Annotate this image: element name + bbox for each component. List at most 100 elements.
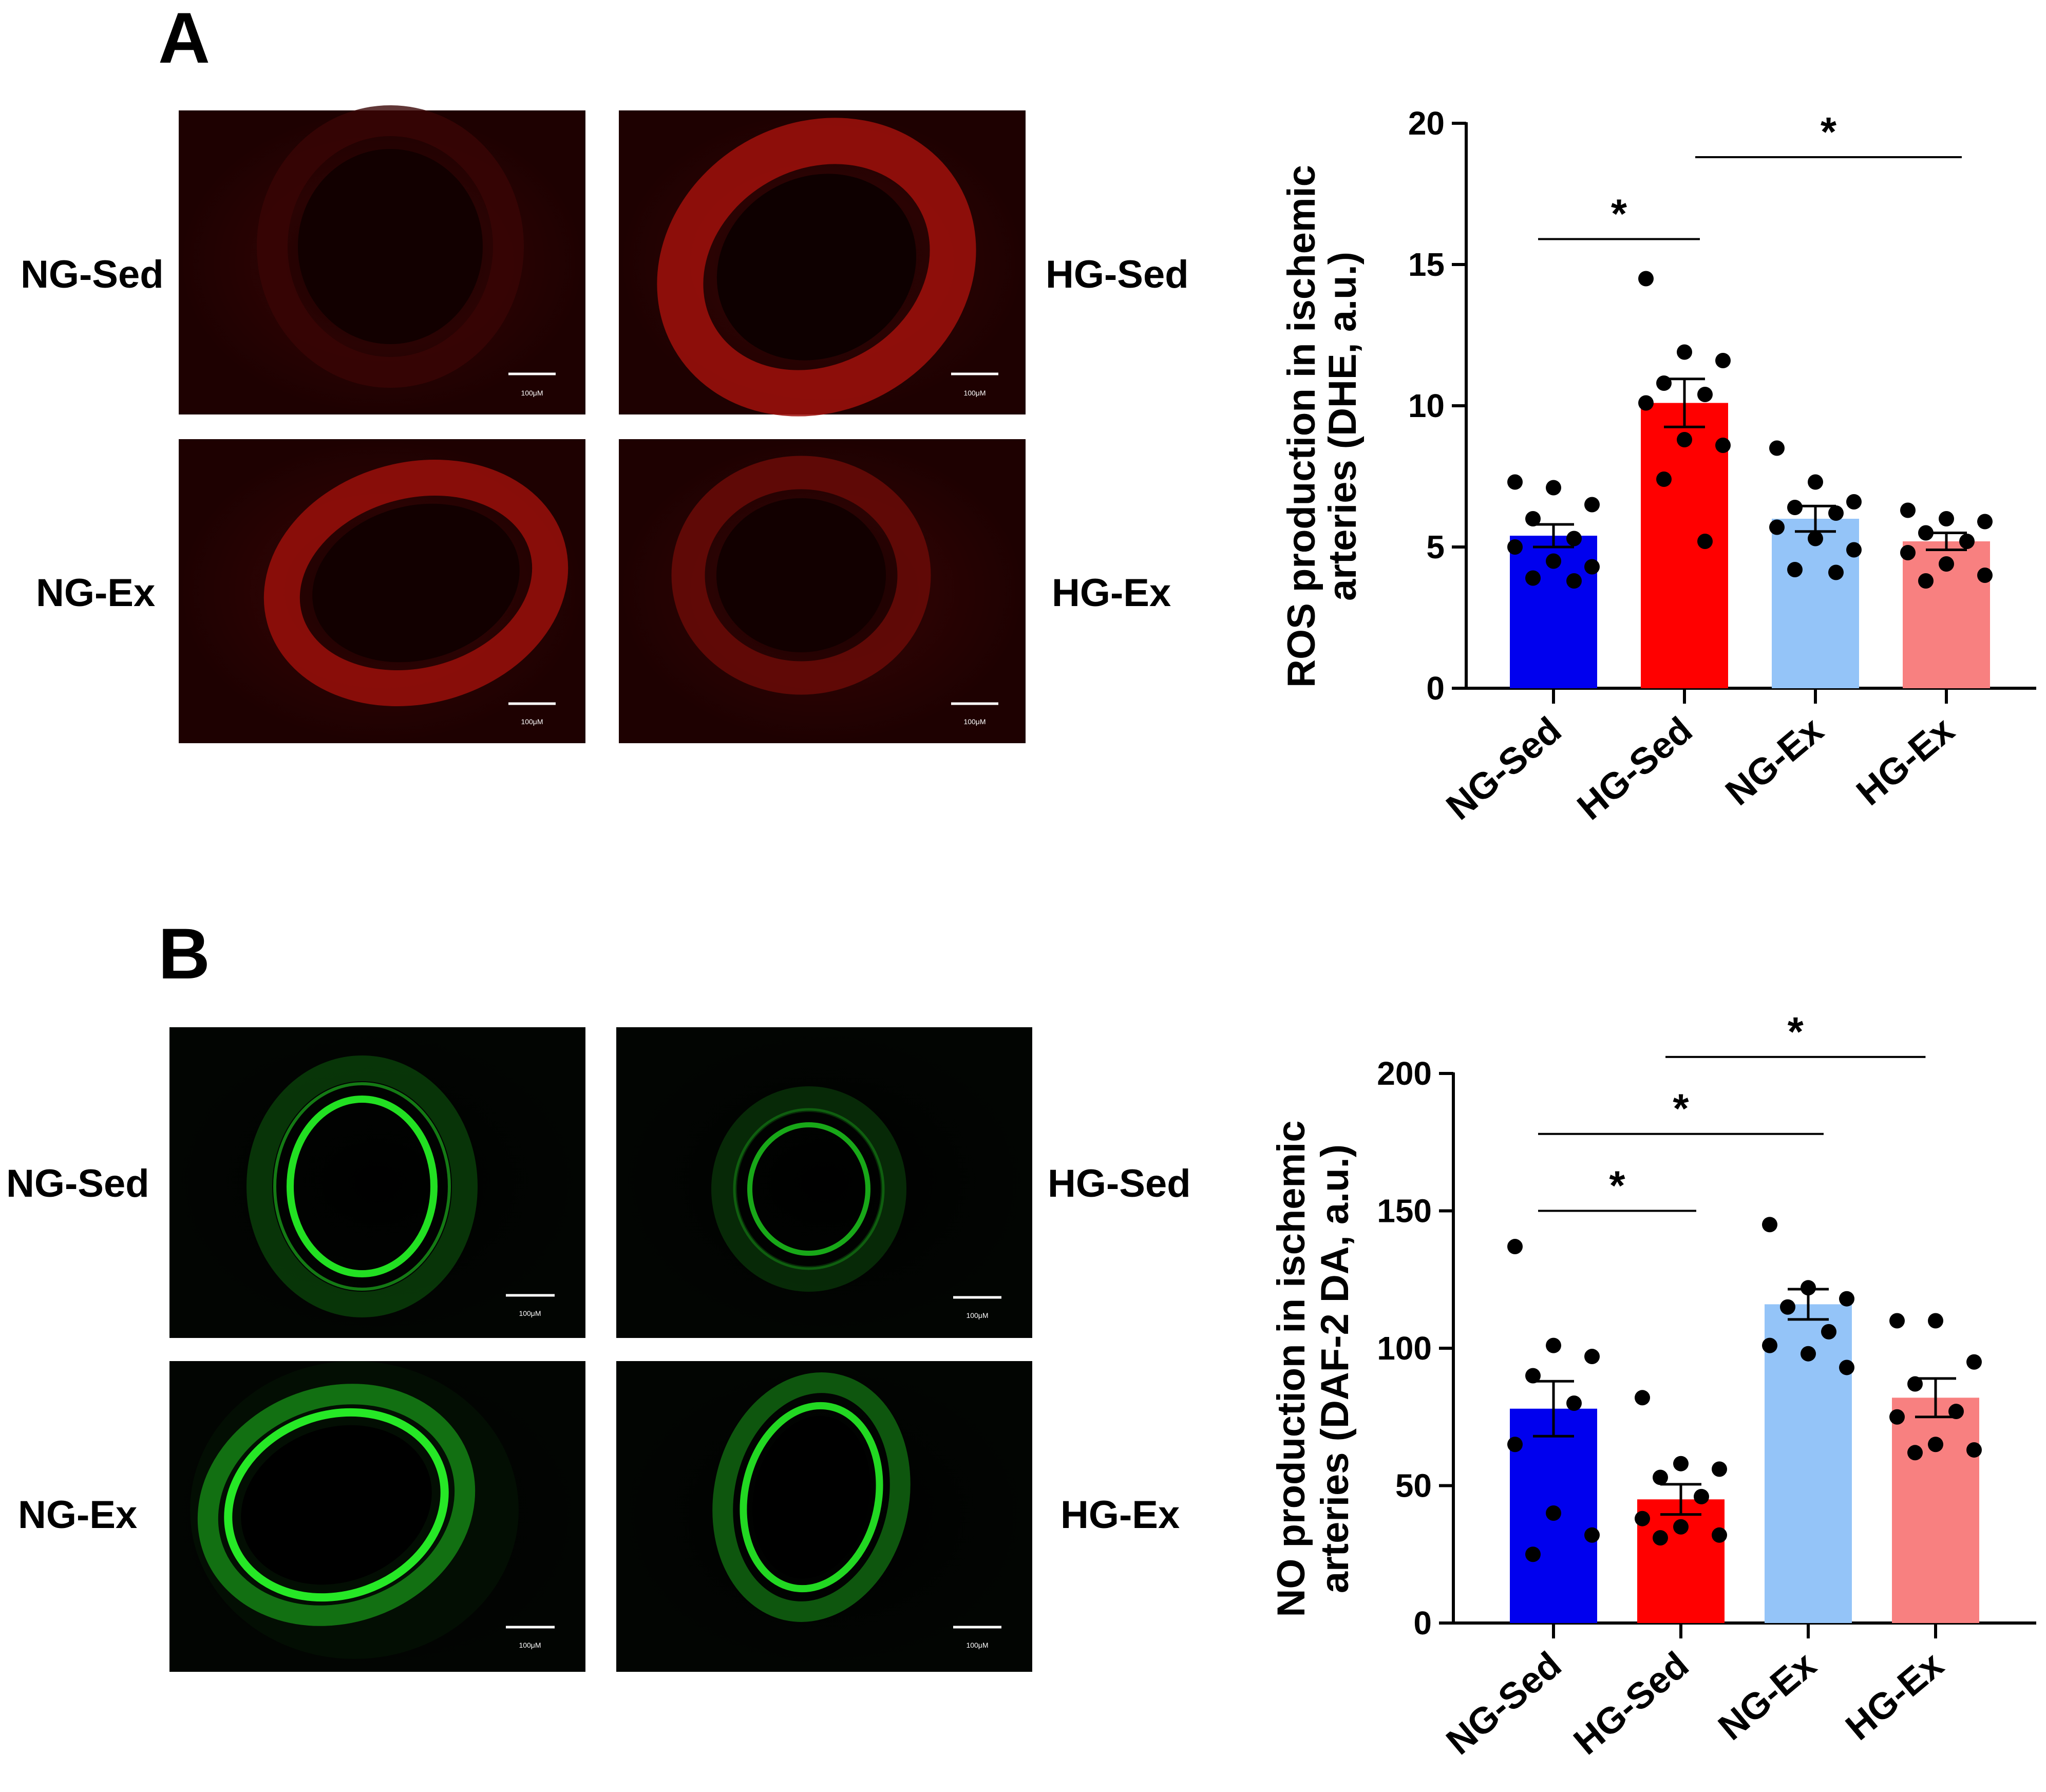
x-category-label: NG-Ex (1711, 1644, 1824, 1748)
data-point (1656, 375, 1672, 391)
data-point (1769, 440, 1785, 456)
panel-letter-a: A (158, 0, 210, 78)
scale-bar-label: 100μM (519, 1309, 541, 1317)
data-point (1839, 1291, 1854, 1307)
data-point (1769, 519, 1785, 535)
y-tick-label: 50 (1395, 1467, 1432, 1504)
micrograph-b-ng-sed: 100μM (169, 1027, 585, 1338)
data-point (1839, 1360, 1854, 1375)
data-point (1566, 573, 1582, 589)
micrograph-label-hg-ex: HG-Ex (1060, 1493, 1180, 1537)
y-tick-label: 200 (1377, 1055, 1432, 1092)
scale-bar-label: 100μM (963, 389, 986, 397)
x-category-label: NG-Sed (1439, 1644, 1569, 1763)
data-point (1977, 514, 1993, 530)
bar (1637, 1499, 1725, 1623)
data-point (1525, 570, 1541, 586)
data-point (1507, 1239, 1523, 1255)
data-point (1821, 1324, 1836, 1340)
y-axis-label: NO production in ischemic (1270, 1121, 1313, 1617)
y-tick-label: 150 (1377, 1193, 1432, 1230)
data-point (1787, 562, 1803, 577)
data-point (1939, 511, 1954, 526)
micrograph-b-hg-ex: 100μM (616, 1361, 1032, 1672)
data-point (1828, 564, 1844, 580)
data-point (1566, 1395, 1582, 1411)
panel-letter-b: B (158, 913, 210, 994)
data-point (1900, 502, 1916, 518)
y-tick-label: 20 (1408, 105, 1445, 142)
data-point (1656, 471, 1672, 487)
data-point (1525, 511, 1541, 526)
data-point (1584, 1527, 1600, 1543)
bar (1892, 1398, 1979, 1623)
data-point (1762, 1337, 1777, 1353)
data-point (1715, 438, 1731, 453)
data-point (1808, 531, 1823, 546)
y-tick-label: 15 (1408, 246, 1445, 283)
data-point (1889, 1409, 1905, 1425)
data-point (1928, 1313, 1943, 1329)
micrograph-a-ng-sed: 100μM (179, 105, 585, 414)
micrograph-b-ng-ex: 100μM (169, 1361, 585, 1672)
data-point (1846, 494, 1862, 510)
data-point (1907, 1376, 1923, 1392)
data-point (1966, 1354, 1982, 1370)
x-category-label: HG-Sed (1566, 1644, 1697, 1763)
scale-bar-label: 100μM (966, 1311, 988, 1319)
data-point (1780, 1299, 1795, 1315)
data-point (1918, 573, 1934, 589)
y-tick-label: 100 (1377, 1330, 1432, 1367)
x-category-label: HG-Ex (1849, 709, 1962, 814)
data-point (1801, 1346, 1816, 1362)
data-point (1762, 1217, 1777, 1233)
data-point (1584, 1349, 1600, 1365)
x-category-label: NG-Sed (1439, 709, 1569, 828)
micrograph-label-ng-ex: NG-Ex (18, 1493, 137, 1537)
y-tick-label: 5 (1426, 529, 1445, 565)
data-point (1697, 534, 1713, 549)
micrograph-grid-a: 100μM 100μM 100μM 100μM (179, 105, 1026, 743)
data-point (1653, 1469, 1668, 1485)
y-axis-label: arteries (DHE, a.u.) (1321, 252, 1365, 601)
data-point (1808, 474, 1823, 490)
data-point (1584, 559, 1600, 575)
micrograph-grid-b: 100μM 100μM 100μM 100μM (169, 1027, 1032, 1672)
data-point (1889, 1313, 1905, 1329)
bar-chart-no: 0 50 100 150 200 NO production in ischemic art… (1270, 1009, 2036, 1763)
data-point (1507, 1437, 1523, 1453)
scale-bar-label: 100μM (963, 718, 986, 726)
data-point (1918, 525, 1934, 541)
data-point (1635, 1511, 1650, 1526)
data-point (1948, 1404, 1964, 1420)
data-point (1697, 387, 1713, 402)
scale-bar-label: 100μM (966, 1641, 988, 1649)
y-axis-label: arteries (DAF-2 DA, a.u.) (1313, 1144, 1357, 1593)
micrograph-label-hg-sed: HG-Sed (1048, 1162, 1191, 1205)
data-point (1677, 432, 1692, 447)
data-point (1694, 1488, 1709, 1504)
micrograph-label-ng-sed: NG-Sed (21, 253, 164, 296)
data-point (1787, 500, 1803, 515)
micrograph-a-hg-sed: 100μM (619, 110, 1026, 417)
micrograph-a-hg-ex: 100μM (619, 439, 1026, 743)
micrograph-label-hg-sed: HG-Sed (1046, 253, 1189, 296)
data-point (1638, 395, 1654, 411)
x-category-label: NG-Ex (1718, 709, 1831, 814)
y-tick-label: 0 (1413, 1605, 1432, 1642)
data-point (1653, 1530, 1668, 1546)
significance-star: * (1821, 109, 1837, 155)
data-point (1546, 1337, 1561, 1353)
scale-bar-label: 100μM (519, 1641, 541, 1649)
micrograph-label-ng-ex: NG-Ex (36, 571, 155, 615)
data-point (1939, 556, 1954, 572)
micrograph-label-hg-ex: HG-Ex (1052, 571, 1171, 615)
y-axis-label: ROS production in ischemic (1280, 165, 1323, 688)
data-point (1977, 568, 1993, 583)
data-point (1635, 1390, 1650, 1406)
data-point (1801, 1280, 1816, 1296)
y-tick-label: 10 (1408, 387, 1445, 424)
x-category-label: HG-Ex (1838, 1644, 1951, 1748)
data-point (1907, 1445, 1923, 1461)
